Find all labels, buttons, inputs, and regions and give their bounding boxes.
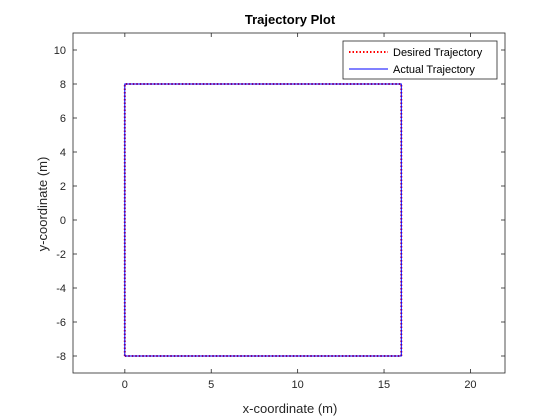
x-tick-label: 10 (292, 379, 304, 391)
y-tick-label: -4 (56, 283, 66, 295)
y-tick-label: -6 (56, 317, 66, 329)
series-layer (123, 83, 403, 357)
y-tick-label: 6 (60, 113, 66, 125)
legend-label-desired: Desired Trajectory (393, 47, 483, 59)
y-tick-label: 2 (60, 181, 66, 193)
y-tick-label: -2 (56, 249, 66, 261)
y-tick-label: 10 (54, 45, 66, 57)
ticks-layer: 0 5 10 15 20 -8 -6 -4 -2 0 2 4 6 8 10 (54, 33, 505, 391)
x-tick-label: 5 (208, 379, 214, 391)
chart-title: Trajectory Plot (245, 12, 336, 27)
y-tick-label: 4 (60, 147, 66, 159)
plot-area (73, 33, 505, 373)
y-tick-label: 0 (60, 215, 66, 227)
y-tick-label: 8 (60, 79, 66, 91)
actual-trajectory-line (124, 83, 402, 357)
x-tick-label: 15 (378, 379, 390, 391)
legend-label-actual: Actual Trajectory (393, 64, 475, 76)
legend: Desired Trajectory Actual Trajectory (342, 40, 498, 80)
legend-box (342, 40, 498, 80)
x-axis-label: x-coordinate (m) (243, 401, 338, 416)
y-tick-label: -8 (56, 351, 66, 363)
y-axis-label: y-coordinate (m) (35, 157, 50, 252)
axes-frame (72, 32, 506, 374)
x-tick-label: 20 (464, 379, 476, 391)
x-tick-label: 0 (122, 379, 128, 391)
